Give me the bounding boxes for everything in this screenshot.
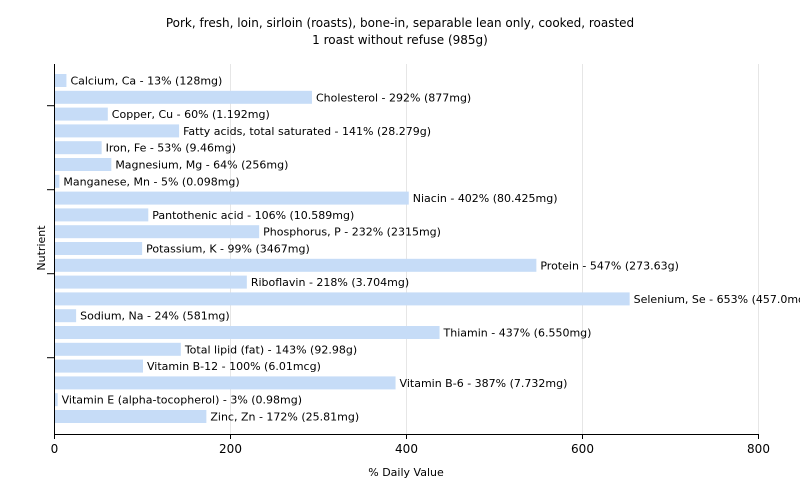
bar-labels: Calcium, Ca - 13% (128mg) Cholesterol - 2…: [62, 75, 800, 424]
bar-label: Phosphorus, P - 232% (2315mg): [263, 226, 441, 239]
bar-label: Protein - 547% (273.63g): [540, 259, 679, 272]
bar: [55, 275, 247, 289]
bar: [55, 225, 260, 239]
bar: [55, 174, 60, 188]
bar: [55, 309, 77, 323]
bar-label: Riboflavin - 218% (3.704mg): [251, 276, 409, 289]
bar: [55, 124, 180, 138]
bar: [55, 191, 409, 205]
gridlines: [230, 64, 759, 434]
bar: [55, 393, 58, 407]
bar-label: Copper, Cu - 60% (1.192mg): [112, 108, 270, 121]
bars: [55, 74, 630, 423]
bar-label: Calcium, Ca - 13% (128mg): [70, 75, 222, 88]
bar-label: Pantothenic acid - 106% (10.589mg): [152, 209, 354, 222]
bar: [55, 376, 396, 390]
bar-label: Selenium, Se - 653% (457.0mcg): [634, 293, 800, 306]
bar: [55, 158, 112, 171]
bar-label: Vitamin E (alpha-tocopherol) - 3% (0.98m…: [62, 394, 302, 407]
x-tick-label: 0: [51, 442, 59, 456]
bar: [55, 208, 149, 222]
x-axis-label: % Daily Value: [368, 466, 444, 479]
bar: [55, 74, 67, 87]
bar-label: Total lipid (fat) - 143% (92.98g): [184, 343, 357, 356]
bar-label: Zinc, Zn - 172% (25.81mg): [210, 411, 359, 424]
y-axis-ticks: [47, 105, 54, 359]
bar: [55, 90, 312, 104]
bar-label: Potassium, K - 99% (3467mg): [146, 243, 310, 256]
bar-label: Magnesium, Mg - 64% (256mg): [115, 159, 288, 172]
bar-label: Iron, Fe - 53% (9.46mg): [106, 142, 236, 155]
bar-label: Manganese, Mn - 5% (0.098mg): [63, 175, 239, 188]
bar-label: Fatty acids, total saturated - 141% (28.…: [183, 125, 431, 138]
bar: [55, 141, 102, 155]
bar: [55, 107, 108, 121]
y-axis-label: Nutrient: [35, 225, 48, 271]
bar: [55, 359, 143, 373]
x-tick-label: 400: [395, 442, 418, 456]
bar: [55, 326, 440, 339]
bar: [55, 258, 537, 272]
chart-title: Pork, fresh, loin, sirloin (roasts), bon…: [166, 16, 634, 47]
bar: [55, 342, 181, 356]
bar-label: Sodium, Na - 24% (581mg): [80, 310, 230, 323]
bar: [55, 410, 207, 423]
bar: [55, 292, 630, 306]
x-tick-label: 600: [571, 442, 594, 456]
bar: [55, 242, 143, 255]
chart-subtitle-line: 1 roast without refuse (985g): [312, 33, 488, 47]
x-axis-ticks: 0 200 400 600 800: [51, 434, 770, 456]
bar-label: Vitamin B-6 - 387% (7.732mg): [400, 377, 568, 390]
chart-title-line: Pork, fresh, loin, sirloin (roasts), bon…: [166, 16, 634, 30]
bar-label: Thiamin - 437% (6.550mg): [443, 327, 592, 340]
bar-label: Cholesterol - 292% (877mg): [316, 91, 471, 104]
x-tick-label: 800: [747, 442, 770, 456]
bar-label: Vitamin B-12 - 100% (6.01mcg): [147, 360, 321, 373]
x-tick-label: 200: [219, 442, 242, 456]
bar-label: Niacin - 402% (80.425mg): [413, 192, 558, 205]
